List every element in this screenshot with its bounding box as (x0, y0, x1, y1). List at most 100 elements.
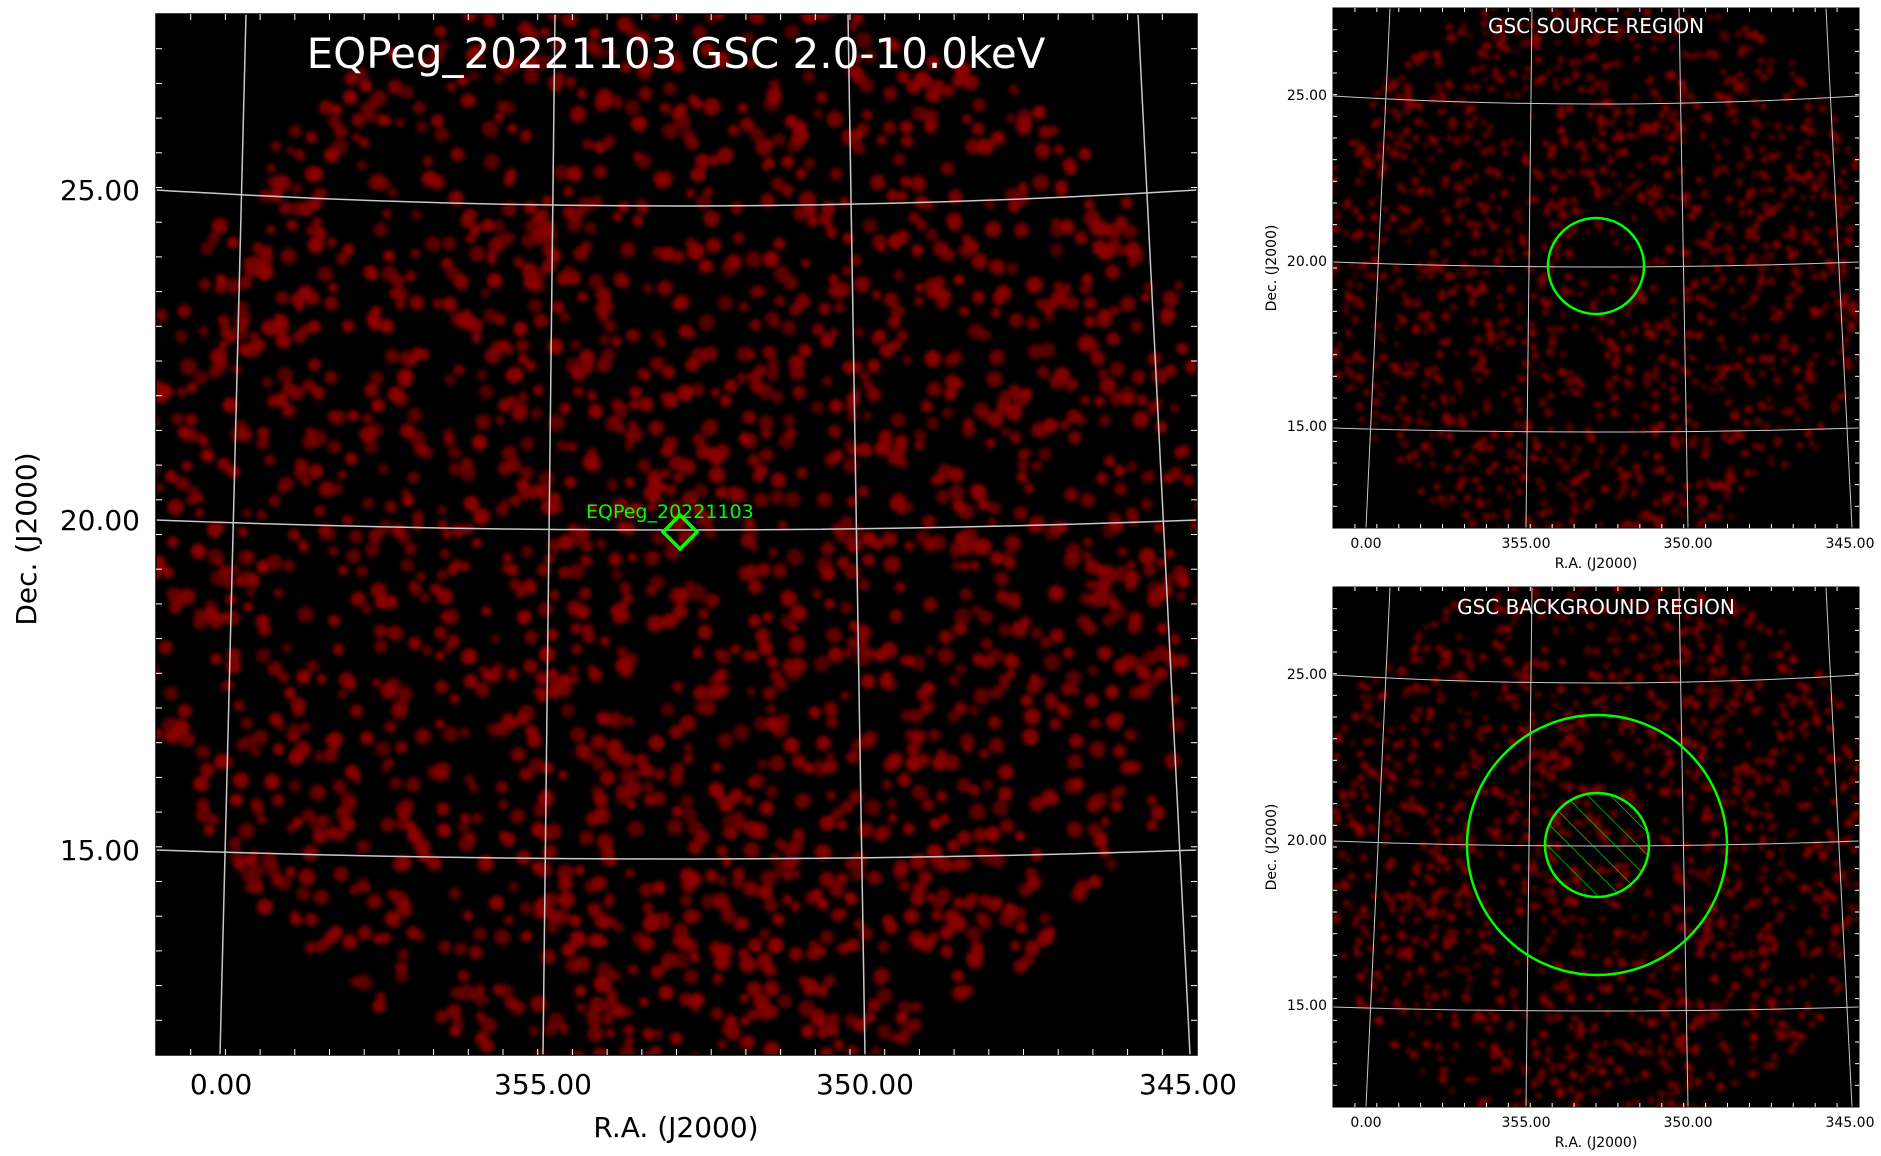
event-blob (1673, 29, 1680, 35)
event-blob (1522, 0, 1528, 5)
event-blob (264, 773, 281, 790)
event-blob (620, 61, 632, 74)
event-blob (1556, 685, 1566, 694)
event-blob (558, 534, 574, 551)
event-blob (1863, 869, 1872, 878)
event-blob (1344, 198, 1353, 207)
event-blob (1465, 162, 1471, 168)
event-blob (846, 637, 858, 649)
event-blob (1727, 436, 1735, 445)
event-blob (1741, 797, 1748, 804)
event-blob (579, 587, 592, 600)
event-blob (1593, 463, 1600, 470)
event-blob (772, 133, 786, 146)
event-blob (1719, 275, 1727, 283)
event-blob (863, 49, 877, 63)
event-blob (1633, 42, 1641, 50)
event-blob (1787, 719, 1795, 727)
event-blob (1421, 311, 1431, 321)
event-blob (863, 1011, 876, 1024)
event-blob (1723, 243, 1731, 251)
event-blob (1684, 295, 1692, 304)
event-blob (1575, 16, 1583, 24)
event-blob (1518, 840, 1524, 847)
event-blob (1601, 87, 1609, 96)
event-blob (1746, 189, 1754, 197)
event-blob (971, 122, 985, 136)
event-blob (1580, 155, 1587, 162)
event-blob (1394, 325, 1400, 330)
event-blob (479, 384, 494, 399)
event-blob (915, 218, 928, 231)
event-blob (1717, 1003, 1724, 1009)
event-blob (1505, 890, 1512, 897)
event-blob (1614, 200, 1620, 206)
event-blob (238, 343, 252, 357)
event-blob (584, 222, 597, 235)
event-blob (1547, 391, 1554, 399)
event-blob (1697, 726, 1703, 732)
event-blob (1437, 108, 1446, 116)
event-blob (1663, 170, 1673, 180)
event-blob (1778, 859, 1785, 866)
event-blob (1411, 360, 1419, 369)
event-blob (1560, 135, 1569, 145)
event-blob (1671, 975, 1677, 981)
event-blob (1420, 841, 1428, 850)
event-blob (1610, 171, 1617, 178)
event-blob (1512, 694, 1519, 701)
event-blob (578, 349, 595, 366)
event-blob (1594, 184, 1601, 192)
event-blob (1794, 77, 1801, 83)
event-blob (695, 153, 711, 169)
event-blob (328, 282, 338, 293)
event-blob (389, 776, 403, 790)
event-blob (1401, 187, 1408, 194)
event-blob (738, 302, 749, 312)
event-blob (1572, 915, 1578, 921)
event-blob (1708, 481, 1716, 490)
event-blob (1601, 605, 1610, 614)
event-blob (619, 769, 634, 784)
event-blob (1113, 658, 1130, 675)
event-blob (528, 484, 544, 499)
event-blob (1546, 508, 1554, 515)
event-blob (1429, 95, 1438, 104)
event-blob (392, 855, 410, 873)
event-blob (436, 588, 453, 605)
event-blob (742, 526, 759, 543)
event-blob (1477, 49, 1486, 58)
event-blob (1471, 762, 1478, 770)
event-blob (1725, 195, 1734, 204)
event-blob (395, 970, 408, 983)
event-blob (1732, 432, 1738, 438)
event-blob (1687, 93, 1695, 101)
event-blob (730, 201, 744, 215)
event-blob (1844, 204, 1851, 211)
event-blob (1518, 233, 1527, 242)
event-blob (1516, 406, 1523, 414)
event-blob (1581, 147, 1588, 154)
event-blob (1523, 0, 1530, 7)
event-blob (602, 1013, 614, 1025)
event-blob (911, 729, 927, 745)
event-blob (1428, 156, 1434, 162)
event-blob (453, 364, 465, 376)
event-blob (940, 161, 955, 176)
event-blob (1666, 1050, 1674, 1057)
event-blob (1679, 1013, 1685, 1019)
event-blob (1461, 598, 1468, 606)
event-blob (833, 1039, 844, 1051)
event-blob (1639, 235, 1645, 241)
event-blob (1668, 1091, 1674, 1097)
event-blob (1404, 362, 1410, 368)
event-blob (287, 723, 303, 739)
event-blob (652, 246, 665, 259)
event-blob (947, 217, 962, 232)
event-blob (737, 1056, 754, 1073)
event-blob (1333, 224, 1341, 232)
event-blob (523, 54, 539, 70)
event-blob (528, 298, 543, 313)
event-blob (1779, 779, 1785, 785)
event-blob (1514, 959, 1520, 965)
